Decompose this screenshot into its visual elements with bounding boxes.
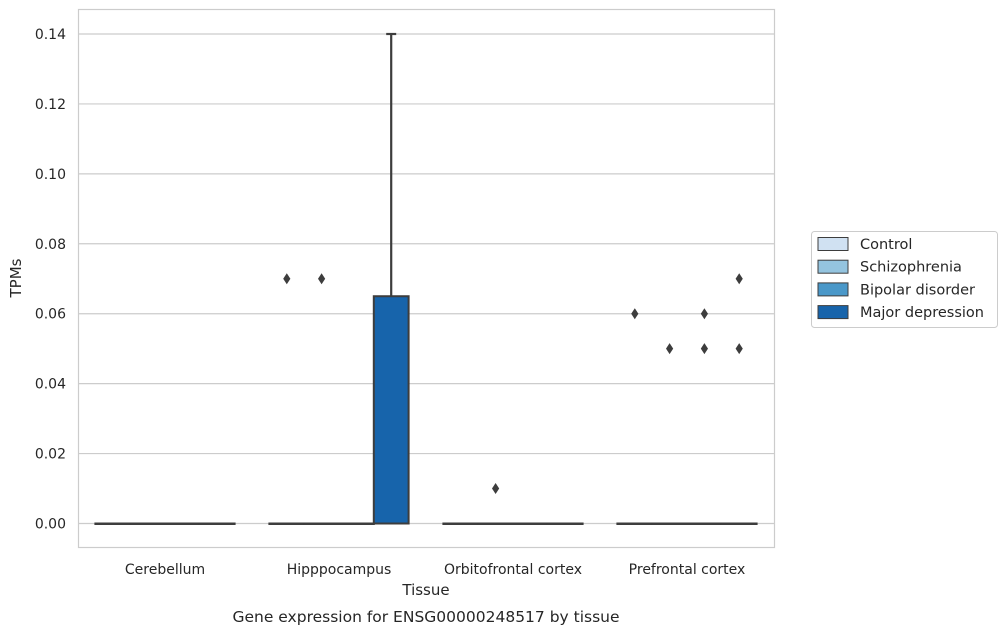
x-tick-label: Cerebellum xyxy=(125,562,205,578)
x-tick-label: Prefrontal cortex xyxy=(629,562,746,578)
y-tick-label: 0.12 xyxy=(35,97,66,113)
box-control xyxy=(442,522,480,525)
legend-swatch xyxy=(817,259,849,274)
y-axis-title: TPMs xyxy=(7,258,25,298)
plot-area xyxy=(77,8,776,549)
box-body xyxy=(372,295,410,525)
box-major-depression xyxy=(546,522,584,525)
box-major-depression xyxy=(198,522,236,525)
legend-swatch xyxy=(817,305,849,320)
y-tick-label: 0.00 xyxy=(35,517,66,533)
legend-label: Major depression xyxy=(860,305,984,321)
y-tick-label: 0.04 xyxy=(35,377,66,393)
outlier-point xyxy=(492,483,500,495)
outliers xyxy=(283,273,743,495)
outlier-point xyxy=(735,273,743,285)
box-schizophrenia xyxy=(129,522,166,525)
y-tick-label: 0.06 xyxy=(35,307,66,323)
box-major-depression xyxy=(720,522,758,525)
boxes xyxy=(94,32,758,525)
legend-swatch xyxy=(817,237,849,251)
outlier-point xyxy=(700,308,708,320)
box-major-depression xyxy=(372,32,410,525)
legend-label: Schizophrenia xyxy=(860,260,962,276)
box-control xyxy=(616,522,654,525)
y-tick-label: 0.14 xyxy=(35,27,66,43)
x-tick-labels: Cerebellum Hipppocampus Orbitofrontal cort… xyxy=(125,562,745,578)
outlier-point xyxy=(700,343,708,355)
legend-label: Control xyxy=(860,237,912,253)
legend-frame xyxy=(811,231,998,328)
y-gridlines xyxy=(78,33,774,525)
box-schizophrenia xyxy=(303,522,341,525)
box-bipolar-disorder xyxy=(686,522,723,525)
y-tick-label: 0.10 xyxy=(35,167,66,183)
chart-caption: Gene expression for ENSG00000248517 by t… xyxy=(232,608,619,626)
box-control xyxy=(94,522,132,525)
box-control xyxy=(268,522,306,525)
box-bipolar-disorder xyxy=(512,522,549,525)
x-tick-label: Orbitofrontal cortex xyxy=(444,562,582,578)
y-tick-label: 0.08 xyxy=(35,237,66,253)
outlier-point xyxy=(318,273,326,285)
box-bipolar-disorder xyxy=(338,522,375,525)
legend-label: Bipolar disorder xyxy=(860,282,975,298)
box-schizophrenia xyxy=(651,522,689,525)
outlier-point xyxy=(735,343,743,355)
outlier-point xyxy=(631,308,639,320)
outlier-point xyxy=(283,273,291,285)
y-tick-label: 0.02 xyxy=(35,447,66,463)
outlier-point xyxy=(666,343,674,355)
x-tick-label: Hipppocampus xyxy=(287,562,392,578)
legend-swatch xyxy=(817,282,849,297)
box-bipolar-disorder xyxy=(164,522,201,525)
legend: Control Schizophrenia Bipolar disorder Majo… xyxy=(811,231,998,328)
x-axis-title: Tissue xyxy=(401,581,449,599)
y-tick-labels: 0.00 0.02 0.04 0.06 0.08 0.10 0.12 0.14 xyxy=(35,27,66,533)
box-schizophrenia xyxy=(477,522,515,525)
